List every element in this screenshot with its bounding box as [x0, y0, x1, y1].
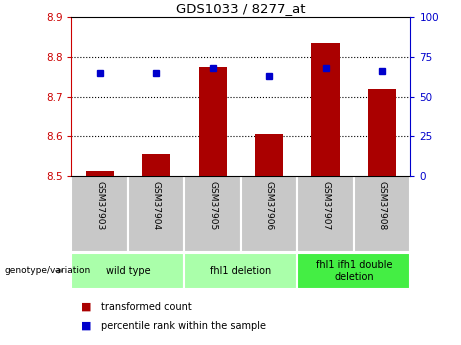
Text: fhl1 ifh1 double
deletion: fhl1 ifh1 double deletion [316, 260, 392, 282]
Bar [312, 43, 340, 176]
Bar [297, 253, 410, 289]
Bar [255, 134, 283, 176]
Text: GSM37904: GSM37904 [152, 181, 161, 230]
Text: ■: ■ [81, 302, 91, 312]
Text: GSM37907: GSM37907 [321, 181, 330, 230]
Bar [184, 176, 241, 252]
Text: GSM37906: GSM37906 [265, 181, 274, 230]
Bar [297, 176, 354, 252]
Text: GSM37908: GSM37908 [378, 181, 387, 230]
Text: transformed count: transformed count [101, 302, 192, 312]
Bar [368, 89, 396, 176]
Bar [71, 176, 128, 252]
Text: GSM37903: GSM37903 [95, 181, 104, 230]
Bar [354, 176, 410, 252]
Bar [184, 253, 297, 289]
Text: fhl1 deletion: fhl1 deletion [210, 266, 272, 276]
Text: percentile rank within the sample: percentile rank within the sample [101, 321, 266, 331]
Text: GSM37905: GSM37905 [208, 181, 217, 230]
Bar [142, 154, 170, 176]
Text: wild type: wild type [106, 266, 150, 276]
Bar [241, 176, 297, 252]
Bar [86, 171, 114, 176]
Text: ■: ■ [81, 321, 91, 331]
Title: GDS1033 / 8277_at: GDS1033 / 8277_at [176, 2, 306, 15]
Text: genotype/variation: genotype/variation [5, 266, 91, 275]
Bar [71, 253, 184, 289]
Bar [199, 67, 227, 176]
Bar [128, 176, 184, 252]
